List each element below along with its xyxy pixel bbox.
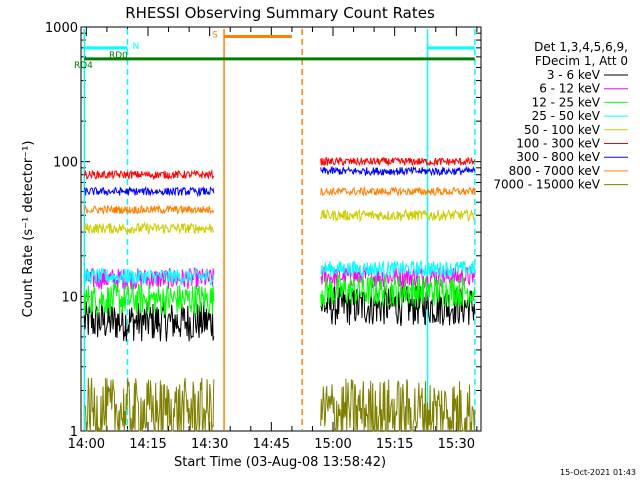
observing-flag-markers	[83, 29, 476, 430]
legend-header: FDecim 1, Att 0	[535, 54, 628, 68]
series-line	[320, 186, 476, 197]
flag-label: RD4	[74, 61, 93, 71]
y-tick-label: 1	[70, 425, 78, 440]
series-line	[83, 221, 215, 235]
x-tick-label: 14:30	[191, 437, 228, 452]
chart-title: RHESSI Observing Summary Count Rates	[125, 4, 435, 22]
legend-entry-label: 100 - 300 keV	[516, 137, 600, 151]
series-line	[320, 378, 476, 432]
series-line	[83, 169, 215, 181]
series-line	[83, 204, 215, 215]
series-line	[84, 377, 215, 433]
series-line	[320, 208, 475, 223]
x-tick-label: 15:00	[314, 437, 351, 452]
legend-entry-label: 50 - 100 keV	[524, 123, 601, 137]
legend-entry-label: 12 - 25 keV	[532, 95, 601, 109]
legend-header: Det 1,3,4,5,6,9,	[534, 40, 628, 54]
series-line	[320, 266, 476, 289]
y-tick-label: 10	[61, 290, 78, 305]
legend-entry-label: 3 - 6 keV	[547, 68, 601, 82]
series-line	[320, 285, 476, 326]
timestamp: 15-Oct-2021 01:43	[560, 468, 636, 477]
flag-annotations: N RD4 RD0 S	[74, 31, 475, 71]
series-line	[83, 185, 215, 198]
x-tick-label: 14:00	[68, 437, 105, 452]
flag-label: N	[132, 42, 139, 52]
series-line	[83, 283, 215, 317]
x-tick-label: 15:15	[376, 437, 413, 452]
legend-entry-label: 7000 - 15000 keV	[493, 178, 600, 192]
series-lines	[83, 156, 476, 433]
legend-entry-label: 6 - 12 keV	[539, 82, 601, 96]
series-line	[83, 301, 215, 342]
x-tick-label: 15:30	[438, 437, 475, 452]
legend-entry-label: 800 - 7000 keV	[509, 164, 601, 178]
legend: Det 1,3,4,5,6,9,FDecim 1, Att 03 - 6 keV…	[493, 40, 628, 192]
series-line	[83, 267, 215, 286]
x-axis: 14:00 14:15 14:30 14:45 15:00 15:15 15:30	[68, 27, 478, 452]
legend-entry-label: 300 - 800 keV	[516, 150, 600, 164]
flag-label: S	[212, 31, 218, 41]
x-tick-label: 14:45	[253, 437, 290, 452]
x-tick-label: 14:15	[129, 437, 166, 452]
series-line	[320, 165, 476, 177]
series-line	[320, 259, 476, 278]
series-line	[320, 274, 476, 307]
y-tick-label: 100	[53, 156, 78, 171]
flag-label: RD0	[109, 51, 128, 61]
legend-entry-label: 25 - 50 keV	[532, 109, 601, 123]
x-axis-label: Start Time (03-Aug-08 13:58:42)	[174, 455, 386, 470]
series-line	[320, 156, 476, 167]
plot-frame	[80, 26, 482, 432]
y-tick-label: 1000	[45, 21, 78, 36]
y-axis-label: Count Rate (s⁻¹ detector⁻¹)	[21, 141, 36, 318]
